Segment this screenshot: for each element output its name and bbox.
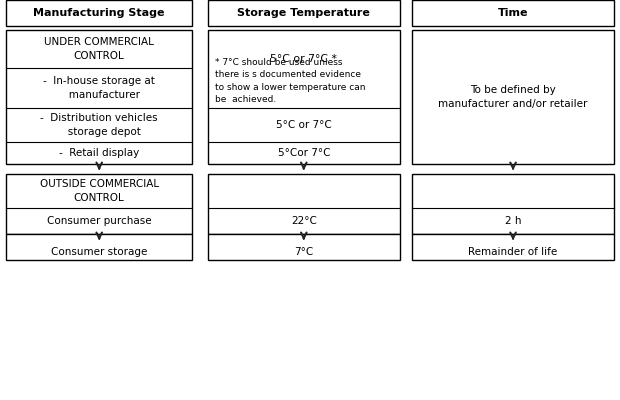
Text: * 7°C should be used unless
there is s documented evidence
to show a lower tempe: * 7°C should be used unless there is s d… — [215, 58, 366, 104]
FancyBboxPatch shape — [412, 30, 614, 164]
Text: Manufacturing Stage: Manufacturing Stage — [33, 8, 165, 18]
FancyBboxPatch shape — [6, 234, 192, 260]
Text: To be defined by
manufacturer and/or retailer: To be defined by manufacturer and/or ret… — [438, 85, 588, 109]
Text: 2 h: 2 h — [505, 216, 521, 226]
Text: -  Distribution vehicles
   storage depot: - Distribution vehicles storage depot — [40, 113, 158, 136]
Text: -  In-house storage at
   manufacturer: - In-house storage at manufacturer — [43, 76, 155, 100]
FancyBboxPatch shape — [6, 30, 192, 164]
Text: Consumer storage: Consumer storage — [51, 247, 148, 257]
FancyBboxPatch shape — [208, 30, 400, 164]
Text: 5°C or 7°C *: 5°C or 7°C * — [270, 54, 337, 64]
Text: Time: Time — [498, 8, 528, 18]
Text: OUTSIDE COMMERCIAL
CONTROL: OUTSIDE COMMERCIAL CONTROL — [40, 179, 159, 202]
Text: UNDER COMMERCIAL
CONTROL: UNDER COMMERCIAL CONTROL — [44, 37, 154, 61]
Text: Remainder of life: Remainder of life — [469, 247, 557, 257]
FancyBboxPatch shape — [412, 234, 614, 260]
Text: -  Retail display: - Retail display — [59, 148, 140, 158]
Text: 5°C or 7°C: 5°C or 7°C — [276, 120, 332, 130]
FancyBboxPatch shape — [6, 174, 192, 234]
Text: Storage Temperature: Storage Temperature — [237, 8, 370, 18]
Text: Consumer purchase: Consumer purchase — [47, 216, 151, 226]
Text: 5°Cor 7°C: 5°Cor 7°C — [278, 148, 330, 158]
FancyBboxPatch shape — [6, 0, 192, 26]
FancyBboxPatch shape — [412, 174, 614, 234]
FancyBboxPatch shape — [208, 0, 400, 26]
FancyBboxPatch shape — [412, 0, 614, 26]
FancyBboxPatch shape — [208, 174, 400, 234]
Text: 22°C: 22°C — [291, 216, 317, 226]
Text: 7°C: 7°C — [294, 247, 314, 257]
FancyBboxPatch shape — [208, 234, 400, 260]
